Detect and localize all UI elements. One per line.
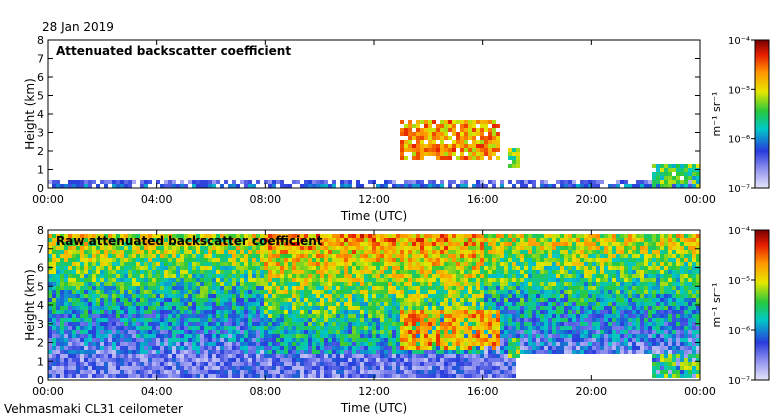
x-tick-label: 20:00 — [575, 385, 607, 398]
x-tick-label: 04:00 — [141, 193, 173, 206]
y-tick-label: 7 — [37, 243, 44, 256]
y-tick-label: 2 — [37, 337, 44, 350]
y-axis-label: Height (km) — [23, 78, 37, 149]
panel-title: Raw attenuated backscatter coefficient — [56, 234, 323, 248]
x-tick-label: 00:00 — [32, 193, 64, 206]
y-tick-label: 7 — [37, 53, 44, 66]
y-tick-label: 0 — [37, 374, 44, 387]
x-tick-label: 16:00 — [467, 385, 499, 398]
plot-area — [48, 40, 700, 188]
y-tick-label: 0 — [37, 182, 44, 195]
colorbar-label: m⁻¹ sr⁻¹ — [710, 283, 723, 328]
x-tick-label: 08:00 — [249, 193, 281, 206]
y-tick-label: 6 — [37, 71, 44, 84]
colorbar-tick-label: 10⁻⁴ — [728, 36, 750, 47]
x-tick-label: 00:00 — [684, 385, 716, 398]
y-tick-label: 8 — [37, 224, 44, 237]
y-tick-label: 4 — [37, 108, 44, 121]
y-tick-label: 1 — [37, 164, 44, 177]
x-tick-label: 12:00 — [358, 193, 390, 206]
y-tick-label: 5 — [37, 90, 44, 103]
x-axis-label: Time (UTC) — [340, 209, 407, 223]
colorbar-tick-label: 10⁻⁴ — [728, 226, 750, 237]
y-axis-label: Height (km) — [23, 269, 37, 340]
x-tick-label: 20:00 — [575, 193, 607, 206]
colorbar-tick-label: 10⁻⁷ — [728, 184, 750, 195]
instrument-label: Vehmasmaki CL31 ceilometer — [4, 402, 183, 416]
x-axis-label: Time (UTC) — [340, 401, 407, 415]
colorbar — [754, 229, 770, 381]
x-tick-label: 00:00 — [684, 193, 716, 206]
y-tick-label: 3 — [37, 318, 44, 331]
x-tick-label: 12:00 — [358, 385, 390, 398]
y-tick-label: 2 — [37, 145, 44, 158]
colorbar-tick-label: 10⁻⁶ — [728, 135, 750, 146]
x-tick-label: 00:00 — [32, 385, 64, 398]
y-tick-label: 1 — [37, 355, 44, 368]
colorbar-label: m⁻¹ sr⁻¹ — [710, 92, 723, 137]
y-tick-label: 4 — [37, 299, 44, 312]
x-tick-label: 04:00 — [141, 385, 173, 398]
colorbar-tick-label: 10⁻⁵ — [728, 276, 750, 287]
y-tick-label: 3 — [37, 127, 44, 140]
backscatter-field — [48, 234, 700, 378]
panel-title: Attenuated backscatter coefficient — [56, 44, 291, 58]
colorbar-tick-label: 10⁻⁷ — [728, 376, 750, 387]
colorbar — [754, 39, 770, 189]
y-tick-label: 5 — [37, 280, 44, 293]
colorbar-tick-label: 10⁻⁶ — [728, 326, 750, 337]
x-tick-label: 16:00 — [467, 193, 499, 206]
backscatter-field — [48, 120, 700, 188]
x-tick-label: 08:00 — [249, 385, 281, 398]
colorbar-tick-label: 10⁻⁵ — [728, 85, 750, 96]
date-label: 28 Jan 2019 — [42, 20, 114, 34]
y-tick-label: 6 — [37, 262, 44, 275]
y-tick-label: 8 — [37, 34, 44, 47]
